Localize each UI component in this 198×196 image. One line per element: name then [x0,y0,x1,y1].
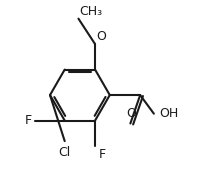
Text: O: O [126,107,136,120]
Text: O: O [96,30,106,43]
Text: CH₃: CH₃ [79,5,103,18]
Text: Cl: Cl [59,146,71,159]
Text: OH: OH [159,107,178,120]
Text: F: F [24,114,31,127]
Text: F: F [99,148,106,161]
